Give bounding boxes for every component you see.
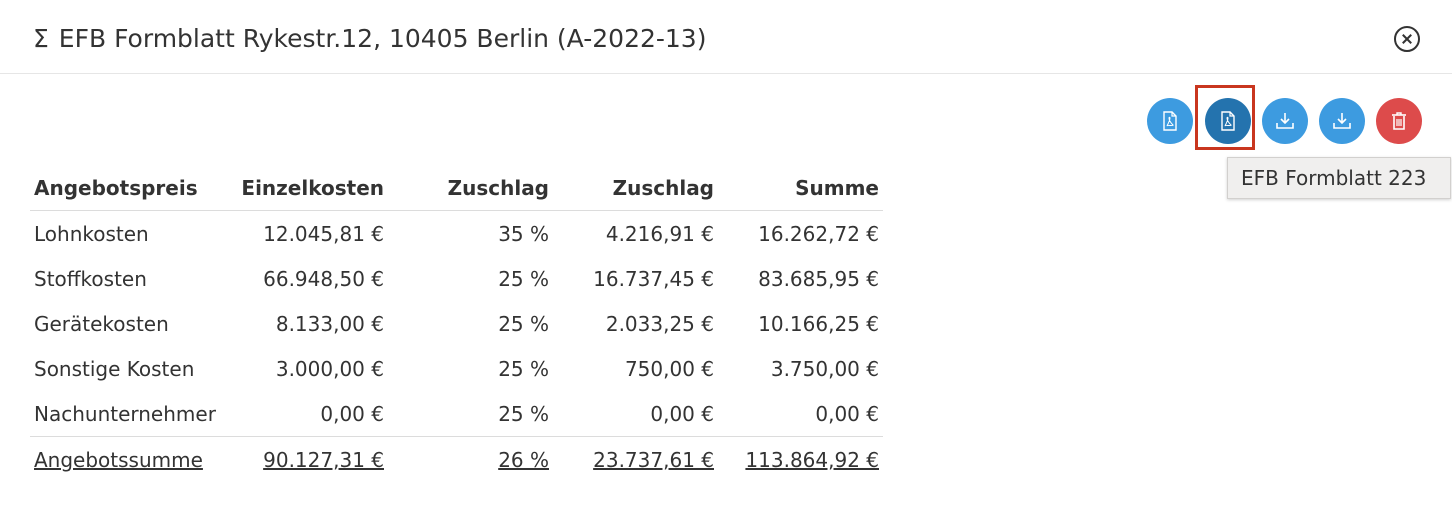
download-icon (1333, 113, 1351, 129)
table-cell: Stoffkosten (34, 266, 147, 291)
column-header: Einzelkosten (241, 176, 384, 200)
table-cell: 25 % (498, 356, 549, 381)
pdf-export-button[interactable] (1147, 98, 1193, 144)
column-header: Zuschlag (612, 176, 714, 200)
column-header: Angebotspreis (34, 176, 198, 200)
table-header-row: Angebotspreis Einzelkosten Zuschlag Zusc… (30, 166, 883, 211)
dialog-title: Σ EFB Formblatt Rykestr.12, 10405 Berlin … (33, 22, 706, 56)
close-icon[interactable] (1394, 26, 1420, 52)
table-cell: 25 % (498, 401, 549, 426)
table-cell: 10.166,25 € (758, 311, 879, 336)
total-cell: 26 % (498, 447, 549, 472)
download-icon (1276, 113, 1294, 129)
tooltip: EFB Formblatt 223 (1227, 157, 1451, 199)
total-cell: 113.864,92 € (745, 447, 879, 472)
dialog-title-text: EFB Formblatt Rykestr.12, 10405 Berlin (… (58, 24, 707, 53)
table-cell: 8.133,00 € (275, 311, 384, 336)
table-row: Lohnkosten 12.045,81 € 35 % 4.216,91 € 1… (30, 211, 883, 257)
pdf-icon (1163, 111, 1177, 131)
table-cell: 2.033,25 € (605, 311, 714, 336)
cost-table: Angebotspreis Einzelkosten Zuschlag Zusc… (30, 166, 883, 482)
table-row: Nachunternehmer 0,00 € 25 % 0,00 € 0,00 … (30, 391, 883, 437)
table-cell: Nachunternehmer (34, 401, 216, 426)
table-cell: 25 % (498, 311, 549, 336)
table-row: Gerätekosten 8.133,00 € 25 % 2.033,25 € … (30, 301, 883, 346)
total-cell: 23.737,61 € (593, 447, 714, 472)
table-cell: 3.750,00 € (770, 356, 879, 381)
highlight-box (1195, 85, 1255, 150)
table-cell: Gerätekosten (34, 311, 169, 336)
sigma-icon: Σ (33, 24, 49, 53)
total-cell: Angebotssumme (34, 447, 203, 472)
table-row: Stoffkosten 66.948,50 € 25 % 16.737,45 €… (30, 256, 883, 301)
table-cell: 0,00 € (815, 401, 879, 426)
table-cell: 0,00 € (320, 401, 384, 426)
total-cell: 90.127,31 € (263, 447, 384, 472)
table-cell: 66.948,50 € (263, 266, 384, 291)
table-cell: 750,00 € (624, 356, 714, 381)
table-cell: 25 % (498, 266, 549, 291)
table-cell: 3.000,00 € (275, 356, 384, 381)
table-total-row: Angebotssumme 90.127,31 € 26 % 23.737,61… (30, 436, 883, 483)
table-row: Sonstige Kosten 3.000,00 € 25 % 750,00 €… (30, 346, 883, 391)
pdf-formblatt-button[interactable] (1205, 98, 1251, 144)
column-header: Zuschlag (447, 176, 549, 200)
table-cell: 0,00 € (650, 401, 714, 426)
download-button[interactable] (1262, 98, 1308, 144)
trash-icon (1392, 112, 1406, 130)
table-cell: 83.685,95 € (758, 266, 879, 291)
table-cell: 35 % (498, 221, 549, 246)
table-cell: 16.737,45 € (593, 266, 714, 291)
pdf-icon (1221, 111, 1235, 131)
column-header: Summe (795, 176, 879, 200)
table-cell: 16.262,72 € (758, 221, 879, 246)
table-cell: Sonstige Kosten (34, 356, 195, 381)
table-cell: Lohnkosten (34, 221, 149, 246)
dialog-header: Σ EFB Formblatt Rykestr.12, 10405 Berlin … (0, 0, 1452, 74)
delete-button[interactable] (1376, 98, 1422, 144)
table-cell: 12.045,81 € (263, 221, 384, 246)
table-cell: 4.216,91 € (605, 221, 714, 246)
download-button[interactable] (1319, 98, 1365, 144)
